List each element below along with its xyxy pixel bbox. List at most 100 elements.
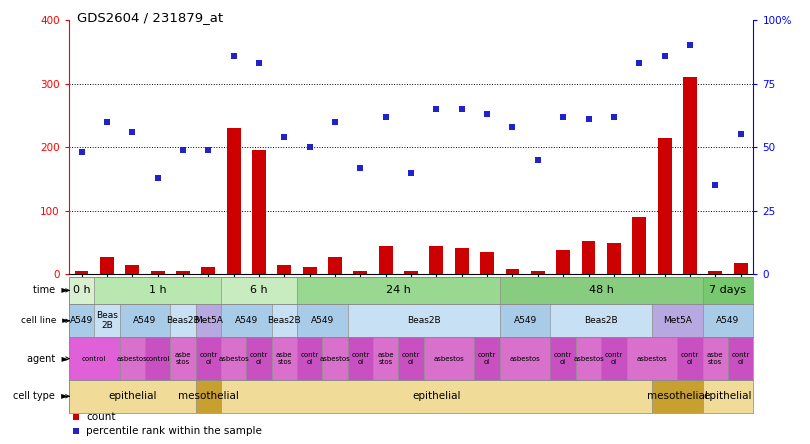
Text: contr
ol: contr ol bbox=[199, 352, 217, 365]
Text: Beas2B: Beas2B bbox=[166, 316, 200, 325]
Text: 24 h: 24 h bbox=[386, 285, 411, 295]
Bar bbox=[399, 337, 424, 380]
Bar bbox=[303, 267, 317, 274]
Bar bbox=[170, 304, 195, 337]
Text: 1 h: 1 h bbox=[149, 285, 166, 295]
Bar bbox=[424, 337, 475, 380]
Text: asbe
stos: asbe stos bbox=[707, 352, 723, 365]
Bar bbox=[347, 337, 373, 380]
Text: contr
ol: contr ol bbox=[680, 352, 699, 365]
Text: agent  ►: agent ► bbox=[27, 353, 69, 364]
Bar bbox=[480, 252, 494, 274]
Bar bbox=[221, 337, 246, 380]
Bar bbox=[734, 263, 748, 274]
Bar bbox=[702, 277, 753, 304]
Text: asbestos: asbestos bbox=[117, 356, 147, 361]
Bar bbox=[195, 304, 221, 337]
Text: contr
ol: contr ol bbox=[249, 352, 268, 365]
Text: asbestos: asbestos bbox=[433, 356, 464, 361]
Text: asbestos: asbestos bbox=[637, 356, 667, 361]
Bar bbox=[176, 271, 190, 274]
Text: A549: A549 bbox=[716, 316, 740, 325]
Bar bbox=[94, 304, 120, 337]
Text: A549: A549 bbox=[70, 316, 93, 325]
Text: A549: A549 bbox=[311, 316, 334, 325]
Bar bbox=[170, 337, 195, 380]
Text: contr
ol: contr ol bbox=[402, 352, 420, 365]
Bar bbox=[221, 304, 271, 337]
Text: A549: A549 bbox=[514, 316, 537, 325]
Bar bbox=[500, 304, 551, 337]
Bar bbox=[531, 271, 545, 274]
Text: asbe
stos: asbe stos bbox=[276, 352, 292, 365]
Text: contr
ol: contr ol bbox=[554, 352, 573, 365]
Bar bbox=[221, 380, 652, 413]
Bar bbox=[702, 304, 753, 337]
Bar bbox=[551, 304, 652, 337]
Bar bbox=[227, 128, 241, 274]
Text: 0 h: 0 h bbox=[73, 285, 91, 295]
Text: Met5A: Met5A bbox=[194, 316, 223, 325]
Bar bbox=[195, 380, 221, 413]
Bar bbox=[505, 270, 519, 274]
Bar bbox=[271, 337, 297, 380]
Text: time  ►: time ► bbox=[33, 285, 69, 295]
Text: contr
ol: contr ol bbox=[301, 352, 319, 365]
Bar bbox=[271, 304, 297, 337]
Bar bbox=[69, 380, 195, 413]
Bar bbox=[297, 277, 500, 304]
Text: contr
ol: contr ol bbox=[605, 352, 623, 365]
Text: control: control bbox=[82, 356, 106, 361]
Text: 6 h: 6 h bbox=[250, 285, 268, 295]
Text: asbestos: asbestos bbox=[573, 356, 604, 361]
Bar bbox=[69, 304, 94, 337]
Text: asbestos: asbestos bbox=[509, 356, 540, 361]
Bar bbox=[322, 337, 347, 380]
Bar bbox=[429, 246, 443, 274]
Bar bbox=[728, 337, 753, 380]
Text: Beas
2B: Beas 2B bbox=[96, 311, 117, 330]
Bar bbox=[652, 304, 702, 337]
Bar bbox=[69, 337, 120, 380]
Text: Beas2B: Beas2B bbox=[267, 316, 301, 325]
Bar bbox=[576, 337, 601, 380]
Bar bbox=[246, 337, 271, 380]
Text: Beas2B: Beas2B bbox=[407, 316, 441, 325]
Bar bbox=[500, 277, 702, 304]
Bar bbox=[404, 271, 418, 274]
Text: A549: A549 bbox=[235, 316, 258, 325]
Bar bbox=[252, 151, 266, 274]
Bar bbox=[708, 271, 723, 274]
Bar bbox=[120, 304, 170, 337]
Bar bbox=[373, 337, 399, 380]
Text: GDS2604 / 231879_at: GDS2604 / 231879_at bbox=[77, 11, 223, 24]
Bar bbox=[75, 271, 88, 274]
Text: epithelial: epithelial bbox=[704, 391, 752, 401]
Bar bbox=[277, 265, 292, 274]
Text: control: control bbox=[145, 356, 170, 361]
Bar bbox=[353, 271, 368, 274]
Text: A549: A549 bbox=[134, 316, 156, 325]
Bar bbox=[328, 257, 342, 274]
Text: contr
ol: contr ol bbox=[352, 352, 369, 365]
Bar bbox=[195, 337, 221, 380]
Text: asbe
stos: asbe stos bbox=[377, 352, 394, 365]
Bar bbox=[69, 277, 94, 304]
Text: mesothelial: mesothelial bbox=[178, 391, 239, 401]
Bar bbox=[500, 337, 551, 380]
Text: epithelial: epithelial bbox=[108, 391, 156, 401]
Bar bbox=[221, 277, 297, 304]
Text: mesothelial: mesothelial bbox=[647, 391, 708, 401]
Bar bbox=[702, 380, 753, 413]
Bar bbox=[120, 337, 145, 380]
Bar bbox=[454, 248, 469, 274]
Bar bbox=[633, 217, 646, 274]
Text: percentile rank within the sample: percentile rank within the sample bbox=[86, 426, 262, 436]
Text: asbestos: asbestos bbox=[320, 356, 351, 361]
Bar bbox=[151, 271, 164, 274]
Bar bbox=[702, 337, 728, 380]
Text: contr
ol: contr ol bbox=[478, 352, 497, 365]
Text: 48 h: 48 h bbox=[589, 285, 614, 295]
Bar bbox=[297, 337, 322, 380]
Text: cell type  ►: cell type ► bbox=[13, 391, 69, 401]
